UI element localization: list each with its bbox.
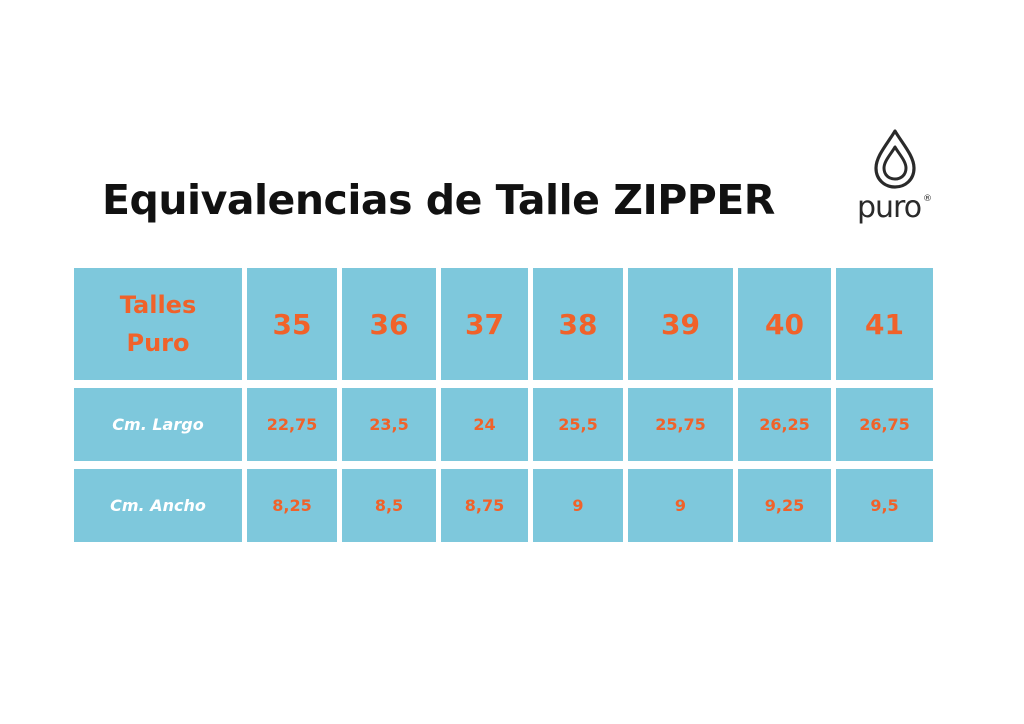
registered-mark: ® bbox=[923, 194, 932, 204]
size-cell: 35 bbox=[247, 268, 337, 380]
value-cell: 8,25 bbox=[247, 469, 337, 542]
value-cell: 8,75 bbox=[441, 469, 528, 542]
value-cell: 26,25 bbox=[738, 388, 831, 461]
value-cell: 22,75 bbox=[247, 388, 337, 461]
water-drop-icon bbox=[874, 129, 916, 189]
size-cell: 40 bbox=[738, 268, 831, 380]
value-cell: 25,5 bbox=[533, 388, 623, 461]
row-label-largo: Cm. Largo bbox=[74, 388, 242, 461]
value-cell: 9 bbox=[628, 469, 733, 542]
size-cell: 39 bbox=[628, 268, 733, 380]
logo-wordmark: puro bbox=[857, 190, 922, 225]
table-row-largo: Cm. Largo 22,75 23,5 24 25,5 25,75 26,25… bbox=[74, 388, 933, 461]
row-label-ancho: Cm. Ancho bbox=[74, 469, 242, 542]
size-cell: 41 bbox=[836, 268, 933, 380]
table-row-sizes: Talles Puro 35 36 37 38 39 40 41 bbox=[74, 268, 933, 380]
value-cell: 24 bbox=[441, 388, 528, 461]
size-equivalence-table: Talles Puro 35 36 37 38 39 40 41 Cm. Lar… bbox=[69, 260, 938, 550]
page-title: Equivalencias de Talle ZIPPER bbox=[102, 176, 775, 224]
value-cell: 25,75 bbox=[628, 388, 733, 461]
puro-logo: puro ® bbox=[850, 128, 940, 232]
value-cell: 9 bbox=[533, 469, 623, 542]
value-cell: 26,75 bbox=[836, 388, 933, 461]
size-cell: 37 bbox=[441, 268, 528, 380]
size-cell: 36 bbox=[342, 268, 436, 380]
value-cell: 9,25 bbox=[738, 469, 831, 542]
size-cell: 38 bbox=[533, 268, 623, 380]
header-label-cell: Talles Puro bbox=[74, 268, 242, 380]
table-row-ancho: Cm. Ancho 8,25 8,5 8,75 9 9 9,25 9,5 bbox=[74, 469, 933, 542]
value-cell: 23,5 bbox=[342, 388, 436, 461]
header-label-line2: Puro bbox=[126, 329, 190, 357]
header-label-line1: Talles bbox=[119, 291, 197, 319]
value-cell: 8,5 bbox=[342, 469, 436, 542]
value-cell: 9,5 bbox=[836, 469, 933, 542]
